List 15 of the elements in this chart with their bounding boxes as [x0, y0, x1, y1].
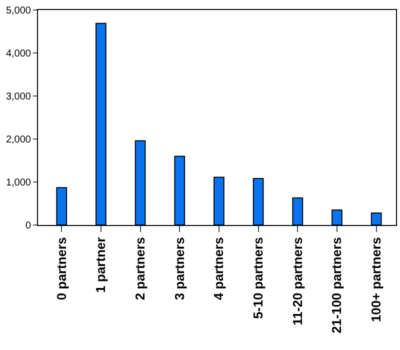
x-tick-label: 3 partners: [172, 237, 187, 300]
y-tick-label: 4,000: [6, 48, 32, 60]
x-tick-label: 100+ partners: [368, 237, 384, 322]
y-tick-label: 3,000: [6, 92, 32, 102]
x-tick-label: 1 partner: [93, 237, 108, 293]
y-tick-label: 1,000: [6, 178, 32, 188]
x-tick-label: 4 partners: [211, 237, 226, 300]
x-tick-label: 5-10 partners: [250, 237, 266, 319]
x-tick-label: 11-20 partners: [290, 237, 305, 326]
y-tick-label: 5,000: [6, 6, 32, 16]
y-tick-label: 0: [25, 220, 32, 232]
y-tick-label: 2,000: [6, 134, 32, 146]
x-tick-label: 0 partners: [54, 237, 69, 300]
x-tick-label: 2 partners: [132, 237, 148, 300]
x-tick-label: 21-100 partners: [329, 237, 344, 334]
